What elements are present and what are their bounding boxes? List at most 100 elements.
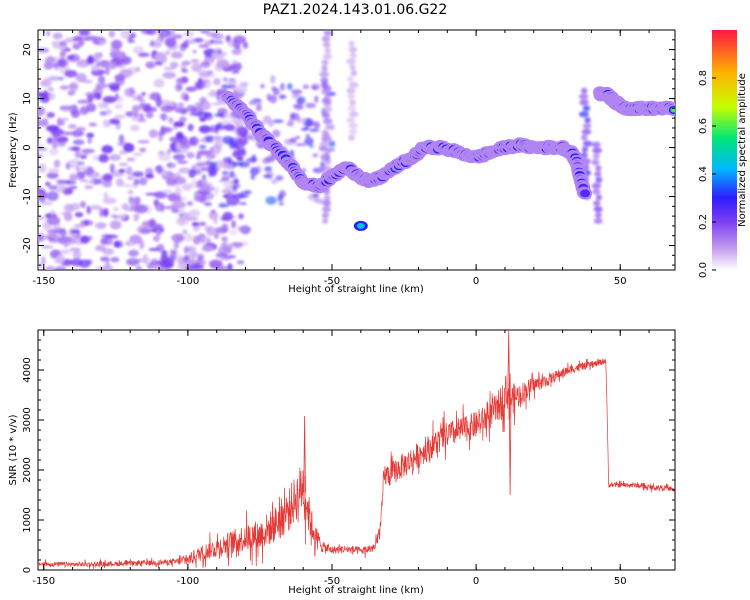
noise-blob [74,149,81,159]
noise-blob [95,266,110,270]
noise-blob [231,220,237,229]
noise-blob [63,203,74,213]
noise-blob [241,148,247,157]
noise-blob [265,196,277,205]
noise-blob [124,87,136,98]
noise-blob [122,56,132,65]
noise-blob [84,185,94,189]
noise-blob [38,234,44,242]
noise-blob [41,118,49,127]
streak-blob [348,46,358,53]
noise-blob [231,161,244,166]
noise-blob [39,191,48,199]
x-tick-label: 50 [614,276,627,287]
noise-blob [63,212,73,222]
noise-blob [168,197,183,203]
noise-blob [302,84,310,90]
noise-blob [228,191,234,200]
noise-blob [118,162,129,167]
noise-blob [62,131,73,136]
noise-blob [47,167,60,175]
noise-blob [79,106,89,115]
noise-blob [127,189,134,195]
noise-blob [186,151,195,159]
noise-blob [270,74,276,84]
noise-blob [38,147,48,152]
noise-blob [226,80,238,85]
noise-blob [296,115,301,124]
noise-blob [90,204,102,211]
noise-blob [151,39,162,49]
noise-blob [109,220,122,230]
noise-blob [148,129,158,139]
noise-blob [140,30,155,35]
streak-blob [347,75,354,82]
snr-series-line [38,358,675,569]
noise-blob [213,232,219,240]
noise-blob [242,41,249,49]
noise-blob [86,132,95,138]
noise-blob [184,216,199,221]
noise-blob [70,258,84,267]
colorbar-tick-label: 0.2 [698,214,709,230]
noise-blob [227,263,233,270]
noise-blob [46,112,55,118]
noise-blob [252,98,262,102]
noise-blob [234,117,246,126]
noise-blob [121,203,130,211]
noise-blob [148,92,160,101]
noise-blob [296,97,303,105]
noise-blob [41,256,46,266]
noise-blob [172,201,180,206]
noise-blob [188,136,196,145]
noise-blob [271,129,281,138]
noise-blob [275,175,284,181]
noise-blob [74,212,84,218]
noise-blob [194,81,206,90]
noise-blob [179,116,187,123]
noise-blob [153,191,168,199]
noise-blob [264,166,273,170]
noise-blob [183,254,190,261]
noise-blob [278,94,287,100]
x-tick-label: -50 [324,576,340,587]
noise-blob [68,83,77,90]
noise-blob [94,222,107,230]
noise-blob [139,228,150,234]
noise-blob [125,166,133,176]
noise-blob [306,120,316,124]
noise-blob [305,102,316,109]
noise-blob [142,253,149,262]
noise-blob [165,105,173,110]
noise-blob [54,183,67,193]
noise-blob [178,213,183,217]
noise-blob [211,33,224,41]
noise-blob [230,241,244,247]
noise-blob [136,118,147,123]
noise-blob [220,257,232,261]
streak-blob [591,159,600,166]
noise-blob [162,172,168,177]
noise-blob [175,82,183,92]
noise-blob [185,233,193,242]
noise-blob [48,226,60,231]
noise-blob [118,168,126,173]
noise-blob [304,137,314,146]
noise-blob [71,129,84,137]
x-tick-label: -150 [32,576,55,587]
noise-blob [86,205,92,215]
streak-blob [350,70,358,77]
noise-blob [312,153,319,158]
noise-blob [238,127,248,133]
noise-blob [72,139,85,146]
noise-blob [300,127,308,132]
noise-blob [138,177,148,186]
noise-blob [312,193,320,198]
noise-blob [237,136,248,143]
noise-blob [308,128,320,133]
noise-blob [48,76,60,81]
noise-blob [232,39,241,50]
noise-blob [98,155,109,163]
